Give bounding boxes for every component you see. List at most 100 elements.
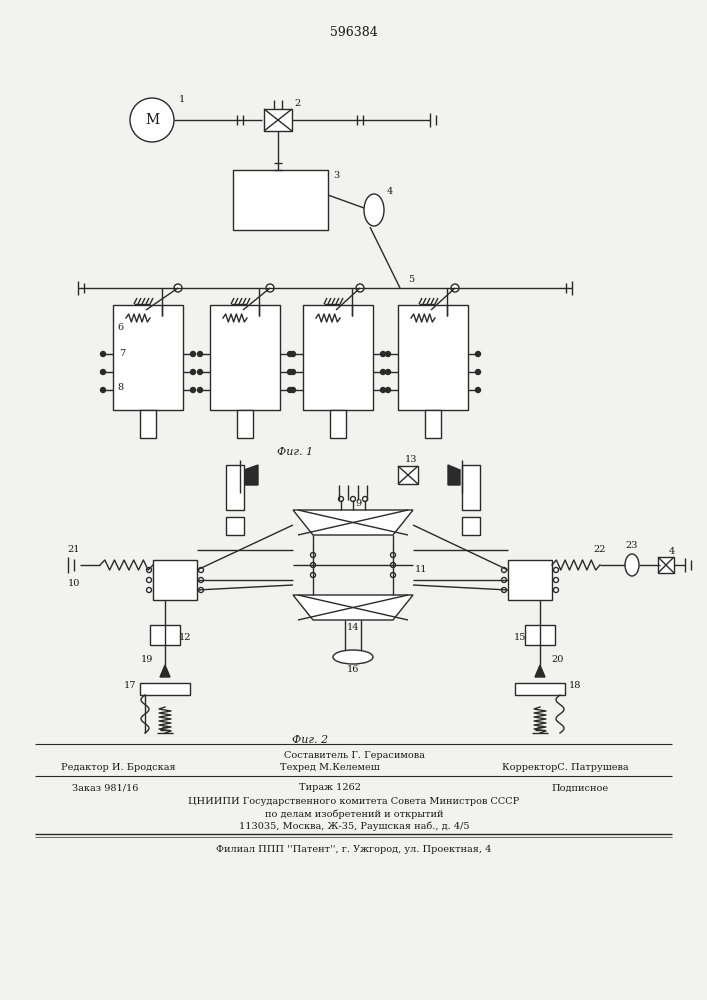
Circle shape <box>451 284 459 292</box>
Circle shape <box>190 387 196 392</box>
Text: 15: 15 <box>514 633 526 642</box>
Circle shape <box>288 369 293 374</box>
Text: 9: 9 <box>355 498 361 508</box>
Text: 8: 8 <box>117 383 123 392</box>
Circle shape <box>199 568 204 572</box>
Text: 13: 13 <box>404 456 417 464</box>
Circle shape <box>197 352 202 357</box>
Circle shape <box>100 369 105 374</box>
Text: 6: 6 <box>117 324 123 332</box>
Bar <box>233 170 328 230</box>
Text: Заказ 981/16: Заказ 981/16 <box>72 784 138 792</box>
Ellipse shape <box>333 650 373 664</box>
Text: Редактор И. Бродская: Редактор И. Бродская <box>61 764 175 772</box>
Text: 5: 5 <box>408 275 414 284</box>
Circle shape <box>554 587 559 592</box>
Bar <box>140 683 190 695</box>
Text: 16: 16 <box>347 666 359 674</box>
Text: 596384: 596384 <box>330 25 378 38</box>
Bar <box>150 625 180 645</box>
Bar <box>226 465 244 510</box>
Bar <box>515 683 565 695</box>
Bar <box>398 305 468 410</box>
Polygon shape <box>240 465 258 485</box>
Circle shape <box>363 496 368 502</box>
Bar <box>462 465 480 510</box>
Circle shape <box>100 352 105 357</box>
Circle shape <box>291 387 296 392</box>
Circle shape <box>146 587 151 592</box>
Circle shape <box>476 387 481 392</box>
Text: 22: 22 <box>594 544 606 554</box>
Text: М: М <box>145 113 159 127</box>
Text: Тираж 1262: Тираж 1262 <box>299 784 361 792</box>
Circle shape <box>197 369 202 374</box>
Circle shape <box>351 609 356 614</box>
Circle shape <box>330 609 336 614</box>
Text: 4: 4 <box>669 546 675 556</box>
Circle shape <box>266 284 274 292</box>
Circle shape <box>146 578 151 582</box>
Text: 18: 18 <box>569 680 581 690</box>
Circle shape <box>427 322 435 330</box>
Circle shape <box>100 387 105 392</box>
Circle shape <box>385 387 390 392</box>
Circle shape <box>390 562 395 568</box>
Text: по делам изобретений и открытий: по делам изобретений и открытий <box>264 809 443 819</box>
Text: Филиал ППП ''Патент'', г. Ужгород, ул. Проектная, 4: Филиал ППП ''Патент'', г. Ужгород, ул. П… <box>216 844 491 854</box>
Bar <box>658 557 674 573</box>
Circle shape <box>332 322 340 330</box>
Circle shape <box>348 518 358 528</box>
Circle shape <box>291 369 296 374</box>
Polygon shape <box>293 595 413 620</box>
Circle shape <box>356 284 364 292</box>
Text: Техред М.Келемеш: Техред М.Келемеш <box>280 764 380 772</box>
Circle shape <box>501 568 506 572</box>
Circle shape <box>476 369 481 374</box>
Bar <box>425 410 441 438</box>
Polygon shape <box>535 665 545 677</box>
Text: 1: 1 <box>179 96 185 104</box>
Circle shape <box>310 562 315 568</box>
Circle shape <box>554 568 559 572</box>
Bar <box>237 410 253 438</box>
Bar <box>508 560 552 600</box>
Circle shape <box>501 587 506 592</box>
Circle shape <box>239 322 247 330</box>
Ellipse shape <box>364 194 384 226</box>
Circle shape <box>390 572 395 578</box>
Circle shape <box>330 600 336 605</box>
Circle shape <box>370 609 375 614</box>
Bar <box>398 466 418 484</box>
Text: Фиг. 1: Фиг. 1 <box>277 447 313 457</box>
Circle shape <box>351 600 356 605</box>
Circle shape <box>142 322 150 330</box>
Text: 20: 20 <box>551 656 564 664</box>
Circle shape <box>190 369 196 374</box>
Circle shape <box>190 352 196 357</box>
Circle shape <box>554 578 559 582</box>
Circle shape <box>380 352 385 357</box>
Circle shape <box>199 587 204 592</box>
Polygon shape <box>293 510 413 535</box>
Text: 4: 4 <box>387 188 393 196</box>
Circle shape <box>288 352 293 357</box>
Circle shape <box>199 578 204 582</box>
Circle shape <box>310 572 315 578</box>
Text: Фиг. 2: Фиг. 2 <box>292 735 328 745</box>
Text: 23: 23 <box>626 540 638 550</box>
Text: 113035, Москва, Ж-35, Раушская наб., д. 4/5: 113035, Москва, Ж-35, Раушская наб., д. … <box>239 821 469 831</box>
Circle shape <box>339 496 344 502</box>
Text: 2: 2 <box>295 100 301 108</box>
Circle shape <box>351 496 356 502</box>
Text: 10: 10 <box>68 578 80 587</box>
Circle shape <box>130 98 174 142</box>
Bar <box>226 517 244 535</box>
Ellipse shape <box>625 554 639 576</box>
Text: ЦНИИПИ Государственного комитета Совета Министров СССР: ЦНИИПИ Государственного комитета Совета … <box>188 798 520 806</box>
Circle shape <box>370 600 375 605</box>
Circle shape <box>390 552 395 558</box>
Circle shape <box>288 387 293 392</box>
Text: Подписное: Подписное <box>551 784 609 792</box>
Circle shape <box>501 578 506 582</box>
